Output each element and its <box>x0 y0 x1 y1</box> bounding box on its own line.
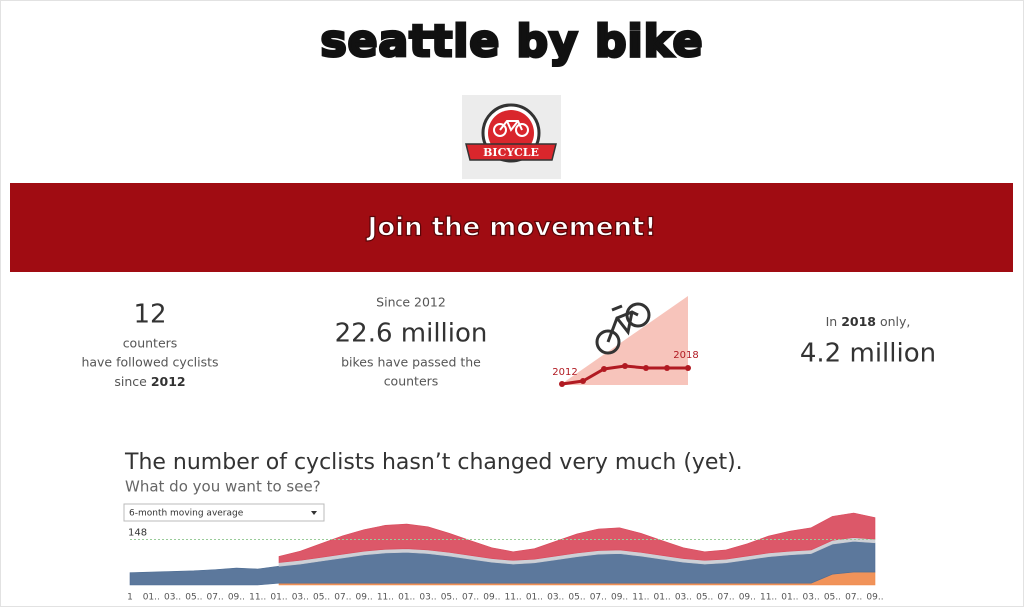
stat-text: In <box>826 314 842 329</box>
x-tick-label: 07.. <box>207 593 224 603</box>
x-tick-label: 07.. <box>462 593 479 603</box>
x-tick-label: 03.. <box>547 593 564 603</box>
x-tick-label: 03.. <box>419 593 436 603</box>
x-tick-label: 05.. <box>441 593 458 603</box>
x-tick-label: 09.. <box>483 593 500 603</box>
x-tick-label: 09.. <box>739 593 756 603</box>
dropdown-value[interactable]: 6-month moving average <box>129 509 244 519</box>
stat-text: Since 2012 <box>376 295 446 310</box>
x-tick-label: 11.. <box>505 593 522 603</box>
x-tick-label: 07.. <box>590 593 607 603</box>
trend-icon: 2012 2018 <box>552 296 699 387</box>
banner-text: Join the movement! <box>366 213 657 243</box>
x-tick-label: 07.. <box>717 593 734 603</box>
stat-text: counters <box>123 336 178 351</box>
chart-subtitle: What do you want to see? <box>125 478 321 496</box>
x-tick-label: 03.. <box>292 593 309 603</box>
x-tick-label: 11.. <box>632 593 649 603</box>
x-tick-label: 03.. <box>675 593 692 603</box>
stat-number: 12 <box>133 300 166 330</box>
x-tick-label: 05.. <box>824 593 841 603</box>
stat-number: 4.2 million <box>800 339 936 369</box>
stat-text: In 2018 only, <box>826 314 911 329</box>
x-tick-label: 03.. <box>164 593 181 603</box>
x-tick-label: 01.. <box>143 593 160 603</box>
x-tick-label: 03.. <box>803 593 820 603</box>
x-tick-label: 01.. <box>526 593 543 603</box>
x-tick-label: 07.. <box>334 593 351 603</box>
chart-title: The number of cyclists hasn’t changed ve… <box>124 450 743 475</box>
stat-text: since 2012 <box>114 374 185 389</box>
x-tick-label: 05.. <box>313 593 330 603</box>
trend-label: 2018 <box>673 350 698 361</box>
stat-number: 22.6 million <box>335 319 488 349</box>
x-tick-label: 01.. <box>654 593 671 603</box>
stat-text: have followed cyclists <box>81 355 218 370</box>
stat-text: only, <box>876 314 910 329</box>
logo: BICYCLE <box>462 95 561 179</box>
x-tick-label: 05.. <box>568 593 585 603</box>
banner <box>10 183 1013 272</box>
x-tick-label: 01.. <box>398 593 415 603</box>
trend-label: 2012 <box>552 367 577 378</box>
dropdown[interactable]: 6-month moving average <box>123 503 325 522</box>
x-tick-label: 05.. <box>696 593 713 603</box>
reference-label: 148 <box>128 527 147 538</box>
x-tick-label: 05.. <box>185 593 202 603</box>
stat-text: since <box>114 374 150 389</box>
stat-year: 2012 <box>151 374 186 389</box>
plot: 148 1 01.. 03.. 05.. 07.. 09.. 11.. 01.. 03.. 05..… <box>127 512 884 603</box>
x-tick-label: 07.. <box>845 593 862 603</box>
x-tick-label: 1 <box>127 593 133 603</box>
stat-year: 2018 <box>841 314 876 329</box>
x-tick-label: 01.. <box>781 593 798 603</box>
x-tick-label: 09.. <box>866 593 883 603</box>
x-tick-label: 01.. <box>270 593 287 603</box>
site-title: seattle by bike <box>320 16 703 67</box>
x-tick-label: 11.. <box>760 593 777 603</box>
stat-text: bikes have passed the <box>341 355 481 370</box>
x-tick-label: 11.. <box>249 593 266 603</box>
x-tick-label: 09.. <box>356 593 373 603</box>
stat-text: counters <box>384 374 439 389</box>
x-tick-label: 09.. <box>228 593 245 603</box>
x-tick-label: 09.. <box>611 593 628 603</box>
x-tick-label: 11.. <box>377 593 394 603</box>
logo-text: BICYCLE <box>483 146 539 159</box>
